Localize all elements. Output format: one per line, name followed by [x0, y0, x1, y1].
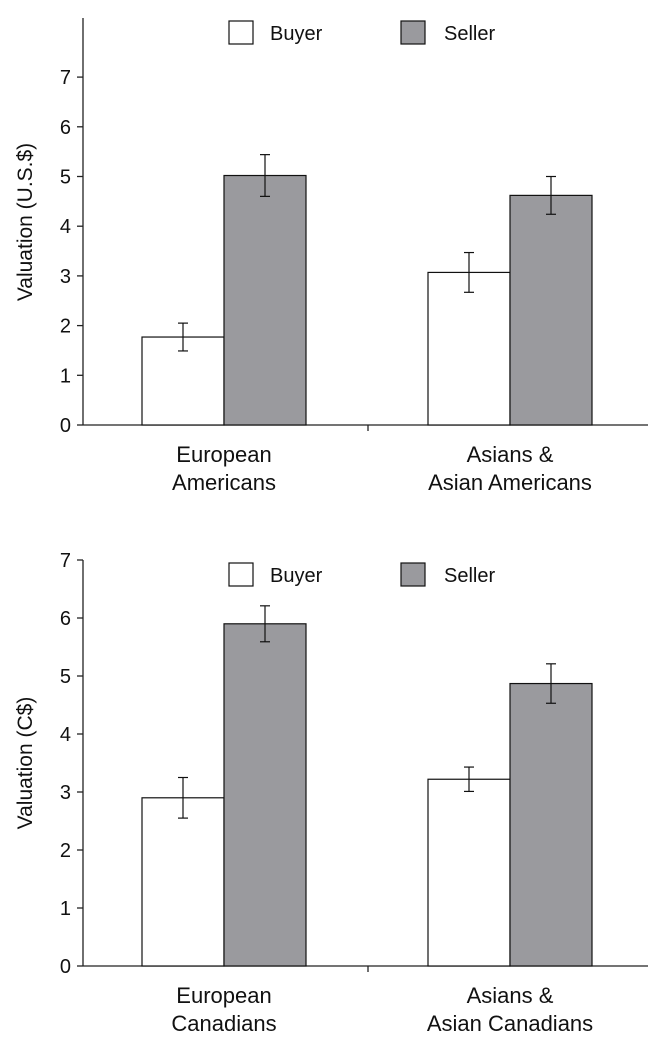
category-label: European — [176, 442, 271, 467]
y-tick-label: 2 — [60, 840, 71, 862]
bar-seller — [223, 623, 307, 967]
legend-label-buyer: Buyer — [270, 565, 323, 587]
category-label: Americans — [172, 470, 276, 495]
bar-buyer — [141, 336, 225, 426]
bar-seller — [223, 174, 307, 426]
y-tick-label: 3 — [60, 782, 71, 804]
category-label: Asian Canadians — [427, 1011, 593, 1036]
y-tick-label: 0 — [60, 415, 71, 437]
category-label: Asians & — [467, 983, 554, 1008]
category-label: European — [176, 983, 271, 1008]
chart-panel-1: 0 1 2 3 4 5 6 7 Valuation (U.S.$) European America… — [14, 18, 648, 495]
y-tick-label: 5 — [60, 167, 71, 189]
legend-label-seller: Seller — [444, 565, 495, 587]
legend-swatch-seller — [400, 20, 426, 45]
legend-swatch-buyer — [228, 20, 254, 45]
legend-label-buyer: Buyer — [270, 23, 323, 45]
category-label: Asian Americans — [428, 470, 592, 495]
bar-buyer — [141, 797, 225, 967]
y-tick-label: 7 — [60, 550, 71, 572]
y-tick-label: 1 — [60, 365, 71, 387]
category-label: Canadians — [171, 1011, 276, 1036]
y-tick-label: 6 — [60, 608, 71, 630]
bar-buyer — [427, 271, 511, 426]
y-axis-label: Valuation (U.S.$) — [14, 143, 37, 301]
y-tick-label: 1 — [60, 898, 71, 920]
legend-label-seller: Seller — [444, 23, 495, 45]
y-tick-label: 4 — [60, 724, 71, 746]
y-tick-label: 4 — [60, 216, 71, 238]
bar-seller — [509, 194, 593, 426]
y-tick-label: 5 — [60, 666, 71, 688]
bar-buyer — [427, 778, 511, 967]
y-tick-label: 7 — [60, 67, 71, 89]
y-tick-label: 0 — [60, 956, 71, 978]
y-tick-label: 3 — [60, 266, 71, 288]
legend-swatch-seller — [400, 562, 426, 587]
y-tick-label: 6 — [60, 117, 71, 139]
bar-seller — [509, 682, 593, 967]
y-tick-label: 2 — [60, 316, 71, 338]
legend-swatch-buyer — [228, 562, 254, 587]
y-axis-label: Valuation (C$) — [14, 697, 37, 830]
category-label: Asians & — [467, 442, 554, 467]
chart-panel-2: 0 1 2 3 4 5 6 7 Valuation (C$) European Canadians A… — [14, 550, 648, 1036]
